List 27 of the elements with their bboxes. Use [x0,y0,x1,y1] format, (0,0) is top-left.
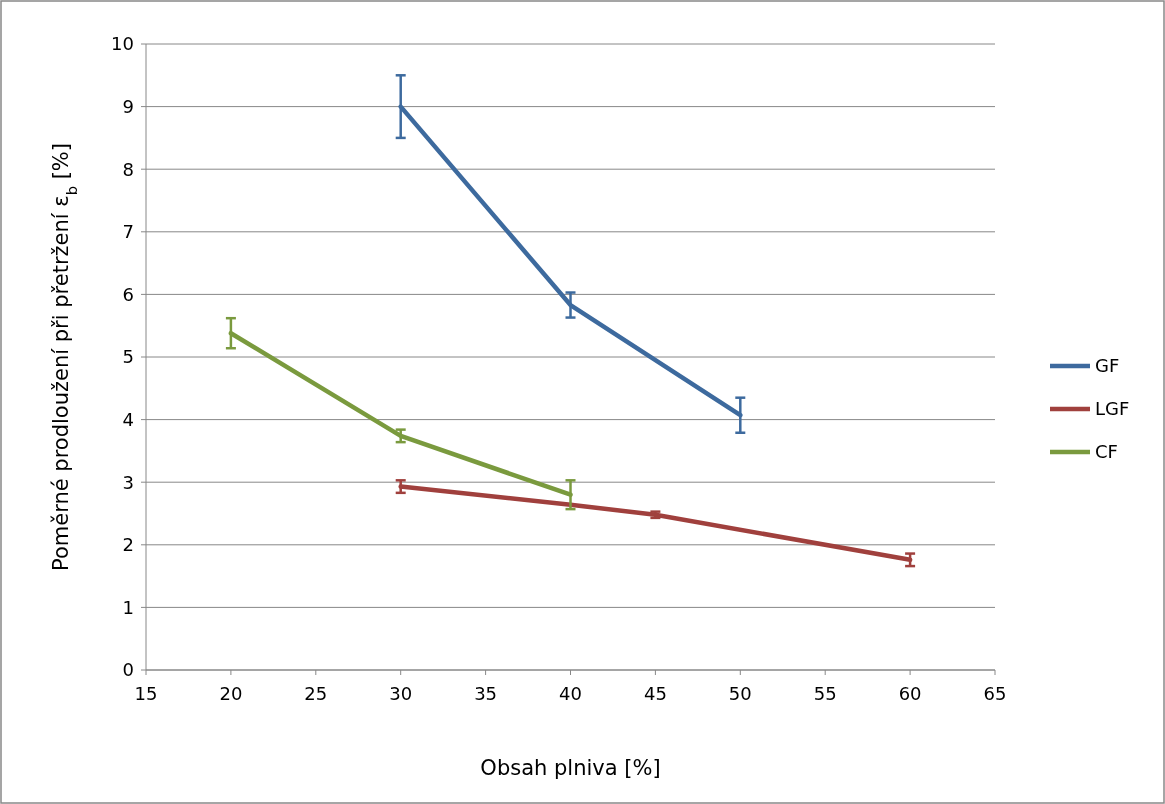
x-tick-label: 60 [898,683,922,704]
x-tick-label: 35 [474,683,498,704]
y-tick-label: 9 [122,95,134,117]
y-tick-label: 6 [122,283,134,305]
x-tick-label: 20 [219,683,243,704]
x-tick-label: 40 [559,683,582,704]
x-tick-label: 15 [134,683,158,704]
x-tick-label: 55 [813,683,837,704]
y-tick-label: 1 [122,596,134,618]
x-tick-label: 65 [983,683,1007,704]
y-tick-label: 3 [122,471,134,493]
y-tick-label: 8 [122,158,134,180]
line-series [398,484,913,563]
y-tick-label: 0 [122,659,134,681]
x-tick-label: 50 [728,683,752,704]
legend-label: GF [1095,355,1120,377]
x-tick-label: 25 [304,683,328,704]
legend-label: CF [1095,441,1118,463]
x-tick-label: 45 [643,683,667,704]
x-tick-label: 30 [389,683,413,704]
y-tick-label: 4 [122,408,134,430]
y-tick-label: 10 [111,33,134,55]
x-axis-title: Obsah plniva [%] [480,756,661,780]
y-tick-label: 7 [122,221,134,243]
y-tick-label: 5 [122,346,134,368]
y-tick-label: 2 [122,534,134,556]
legend-label: LGF [1095,398,1130,420]
